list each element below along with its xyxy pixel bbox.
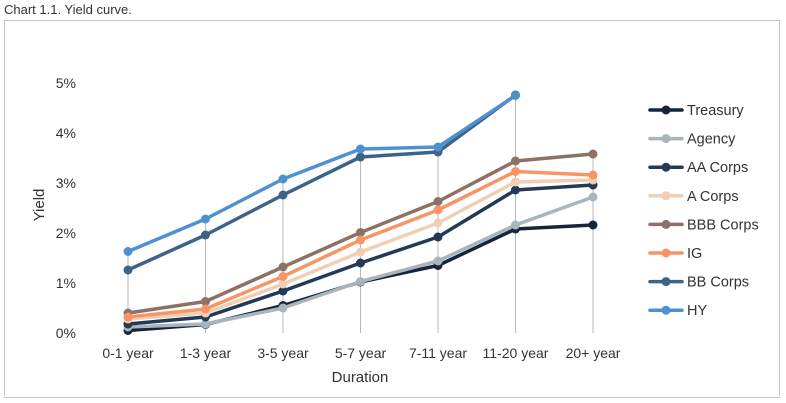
data-point	[278, 303, 288, 313]
x-tick-label: 0-1 year	[102, 345, 154, 361]
series-line	[126, 93, 518, 254]
x-axis-title: Duration	[332, 369, 389, 386]
legend-label: AA Corps	[687, 160, 748, 176]
legend-item: Treasury	[648, 103, 744, 119]
x-tick-label: 5-7 year	[335, 345, 387, 361]
series-lines	[123, 90, 598, 335]
data-point	[433, 197, 443, 206]
data-point	[588, 192, 598, 202]
legend-label: HY	[687, 303, 707, 319]
data-point	[201, 297, 210, 306]
data-point	[201, 230, 210, 240]
legend-item: BB Corps	[648, 275, 749, 291]
data-point	[588, 170, 598, 180]
y-axis-ticks: 0% 1% 2% 3% 4% 5%	[56, 75, 76, 341]
data-point	[511, 156, 520, 166]
data-point	[433, 218, 443, 228]
data-point	[511, 220, 520, 230]
data-point	[433, 256, 443, 266]
data-point	[433, 232, 443, 242]
data-point	[278, 174, 288, 184]
data-point	[356, 235, 365, 245]
legend: Treasury Agency AA Corps A Corps BBB Corps IG…	[648, 103, 759, 319]
data-point	[201, 319, 210, 329]
data-point	[278, 262, 288, 272]
legend-marker	[661, 277, 671, 287]
series-agency	[123, 192, 598, 332]
legend-label: Treasury	[687, 103, 744, 119]
series-hy	[123, 91, 520, 256]
legend-marker	[661, 105, 671, 115]
legend-marker	[661, 219, 671, 229]
data-point	[278, 190, 288, 200]
y-tick-label: 4%	[56, 125, 76, 141]
legend-label: Agency	[687, 132, 736, 148]
data-point	[433, 142, 443, 152]
legend-item: Agency	[648, 132, 736, 148]
data-point	[278, 279, 288, 289]
data-point	[433, 205, 443, 215]
y-tick-label: 3%	[56, 175, 76, 191]
data-point	[356, 277, 365, 286]
drop-lines	[127, 95, 594, 333]
series-ig	[123, 167, 598, 322]
data-point	[588, 220, 598, 230]
legend-item: AA Corps	[648, 160, 748, 176]
x-tick-label: 11-20 year	[483, 345, 549, 361]
legend-marker	[661, 248, 671, 258]
legend-item: A Corps	[648, 189, 739, 205]
data-point	[588, 149, 598, 159]
x-tick-label: 1-3 year	[180, 345, 232, 361]
y-axis-title: Yield	[31, 189, 48, 222]
y-tick-label: 2%	[56, 225, 76, 241]
legend-item: IG	[648, 246, 702, 262]
data-point	[511, 185, 520, 195]
data-point	[511, 91, 520, 100]
legend-marker	[661, 134, 671, 144]
legend-label: BBB Corps	[687, 217, 759, 233]
y-tick-label: 5%	[56, 75, 76, 91]
series-bb-corps	[123, 90, 520, 275]
data-point	[356, 247, 365, 257]
legend-label: IG	[687, 246, 702, 262]
chart-caption: Chart 1.1. Yield curve.	[4, 2, 132, 17]
data-point	[356, 144, 365, 154]
data-point	[511, 167, 520, 176]
data-point	[201, 304, 210, 314]
legend-item: BBB Corps	[648, 217, 759, 233]
legend-label: BB Corps	[687, 275, 749, 291]
data-point	[356, 152, 365, 162]
legend-label: A Corps	[687, 189, 739, 205]
legend-marker	[661, 305, 671, 315]
series-line	[126, 93, 518, 272]
legend-marker	[661, 162, 671, 172]
chart-frame	[4, 20, 780, 398]
data-point	[356, 228, 365, 237]
x-tick-label: 7-11 year	[409, 345, 467, 361]
data-point	[278, 272, 288, 281]
data-point	[123, 265, 133, 275]
data-point	[511, 177, 520, 187]
data-point	[123, 312, 133, 322]
data-point	[123, 247, 133, 256]
x-axis-ticks: 0-1 year 1-3 year 3-5 year 5-7 year 7-11 yea…	[102, 345, 620, 361]
y-tick-label: 0%	[56, 325, 76, 341]
legend-marker	[661, 191, 671, 201]
x-tick-label: 3-5 year	[257, 345, 309, 361]
data-point	[356, 258, 365, 268]
legend-item: HY	[648, 303, 707, 319]
data-point	[278, 286, 288, 296]
x-tick-label: 20+ year	[566, 345, 621, 361]
data-point	[201, 214, 210, 224]
y-tick-label: 1%	[56, 275, 76, 291]
